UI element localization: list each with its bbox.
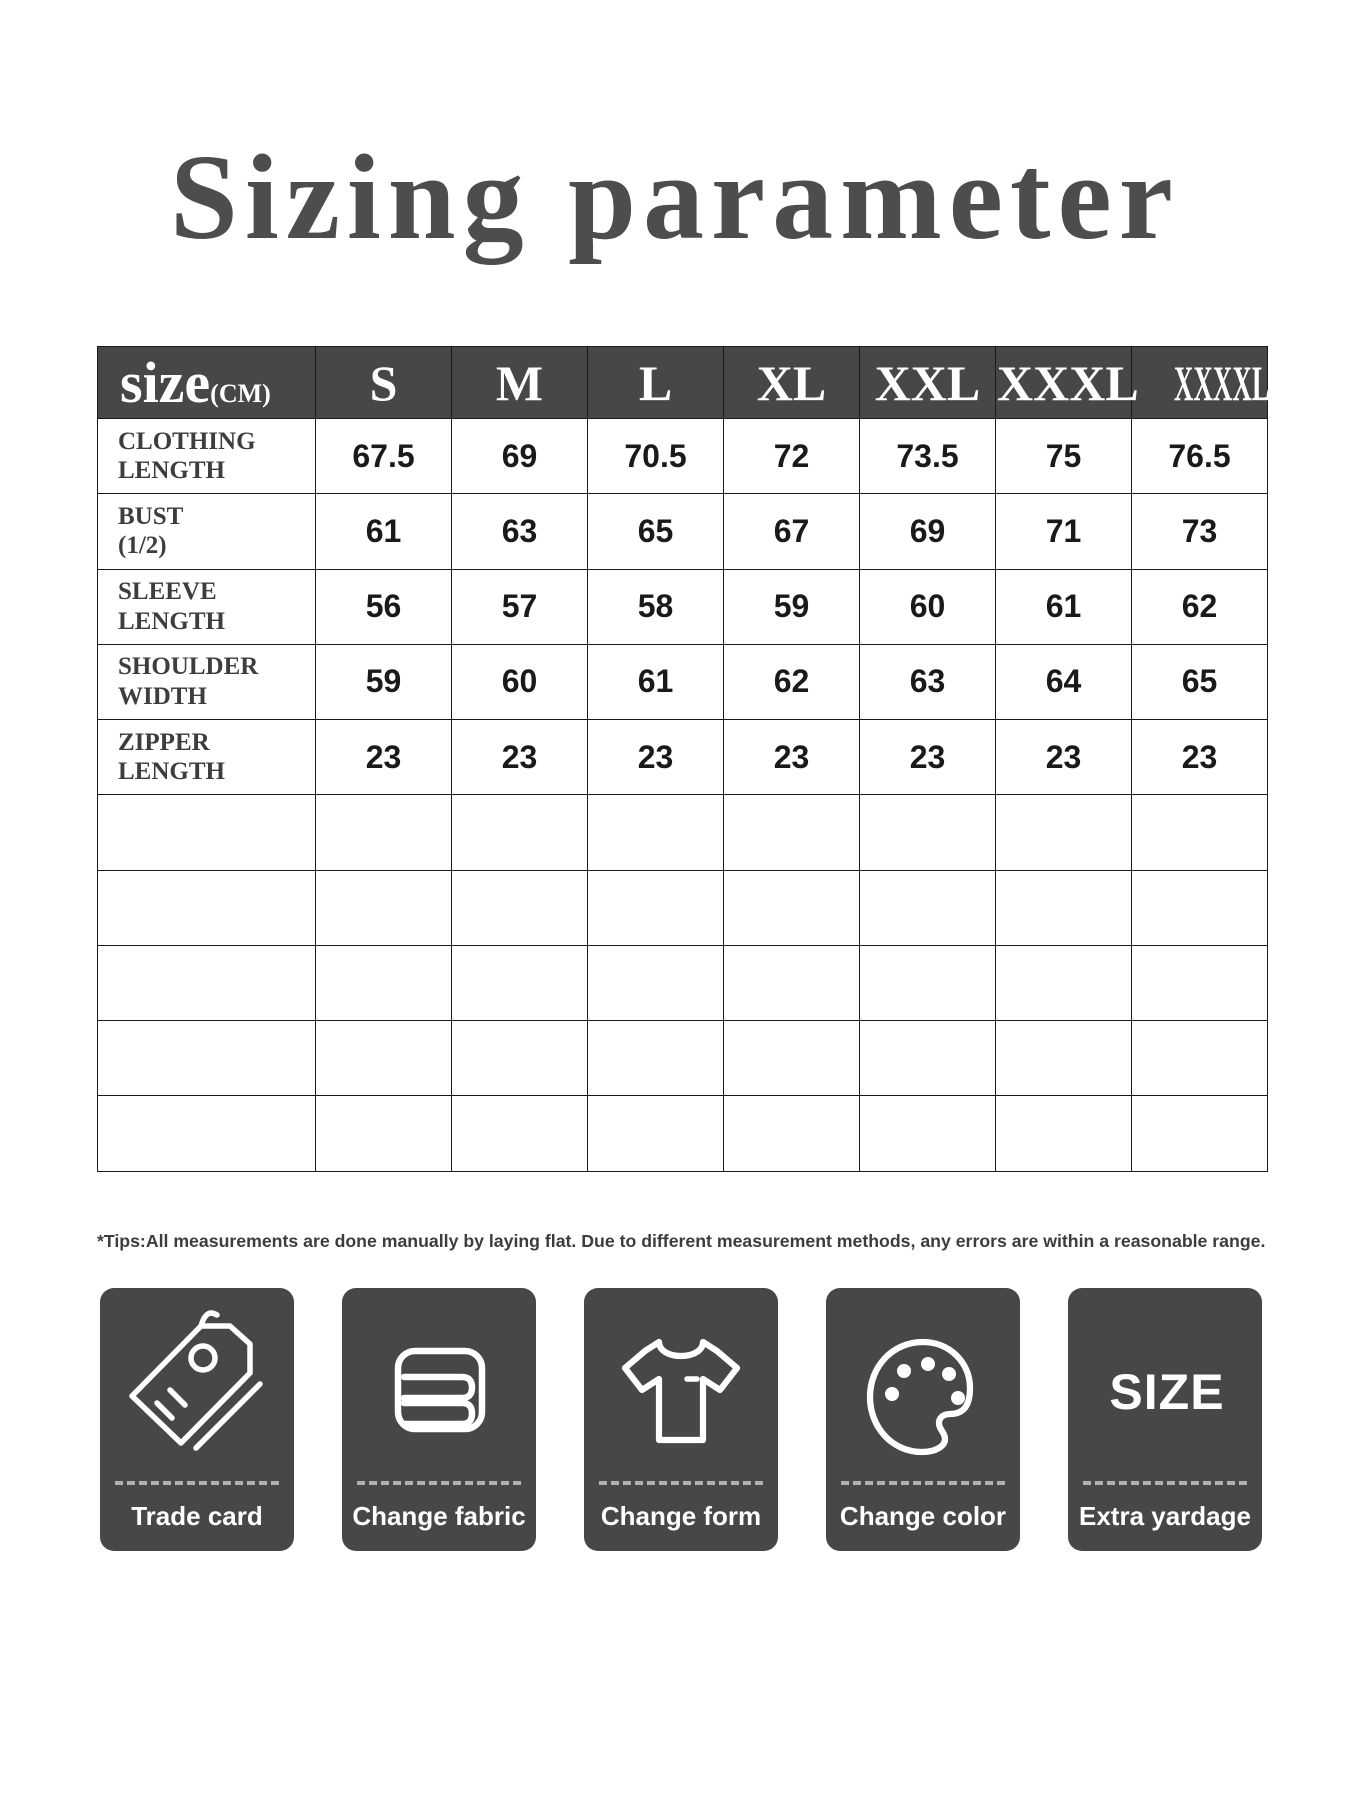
svg-text:SIZE: SIZE — [1109, 1364, 1224, 1420]
